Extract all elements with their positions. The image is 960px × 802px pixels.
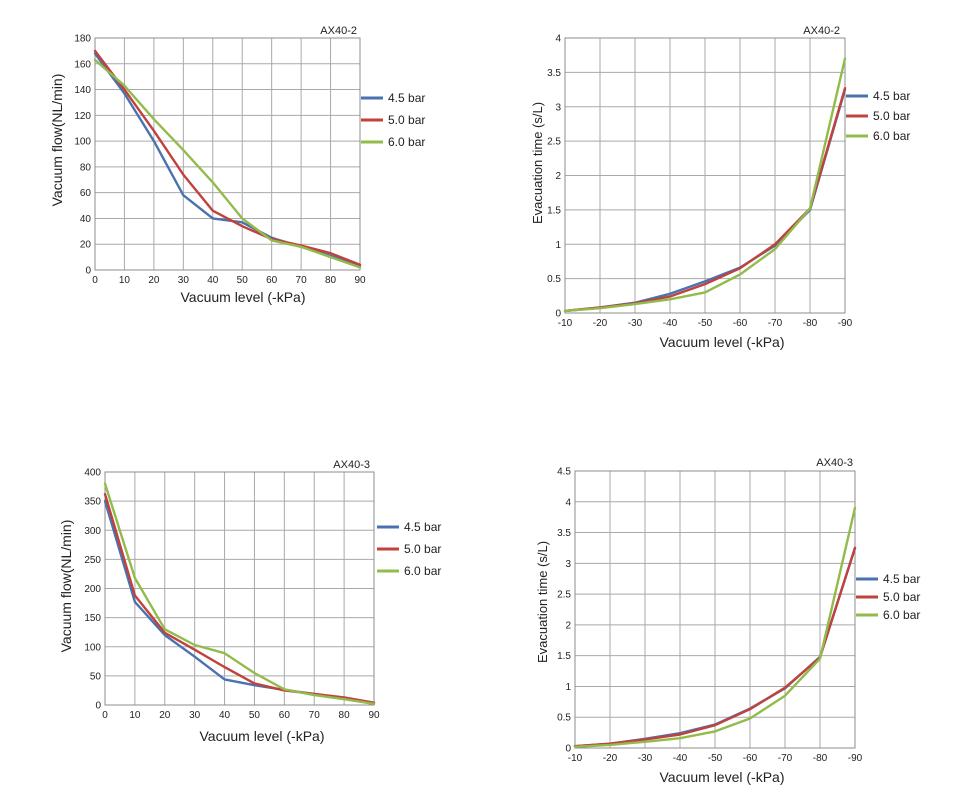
- plot-frame: [94, 37, 361, 271]
- y-tick-label: 60: [80, 188, 92, 199]
- y-tick-label: 100: [74, 137, 91, 148]
- series-line-6-0-bar: [93, 58, 362, 269]
- y-axis-label: Vacuum flow(NL/min): [49, 74, 65, 207]
- y-tick-label: 20: [80, 240, 92, 251]
- series-line-4-5-bar: [93, 52, 362, 268]
- y-tick-label: 160: [74, 59, 91, 70]
- y-tick-label: 140: [74, 85, 91, 96]
- y-tick-label: 80: [80, 162, 92, 173]
- x-tick-label: 10: [119, 275, 131, 286]
- x-tick-label: 0: [92, 275, 98, 286]
- y-tick-label: 40: [80, 214, 92, 225]
- legend-label: 6.0 bar: [388, 135, 425, 149]
- x-tick-label: 20: [148, 275, 160, 286]
- y-tick-label: 0: [85, 266, 91, 277]
- x-tick-label: 60: [266, 275, 278, 286]
- x-tick-label: 40: [207, 275, 219, 286]
- x-tick-label: 80: [325, 275, 337, 286]
- x-tick-label: 90: [354, 275, 366, 286]
- y-tick-label: 180: [74, 34, 91, 45]
- grid: [94, 37, 361, 271]
- chart-title: AX40-2: [320, 25, 357, 37]
- x-tick-label: 30: [178, 275, 190, 286]
- y-tick-label: 120: [74, 111, 91, 122]
- legend-label: 5.0 bar: [388, 113, 425, 127]
- x-tick-label: 70: [296, 275, 308, 286]
- x-tick-label: 50: [237, 275, 249, 286]
- legend-label: 4.5 bar: [388, 91, 425, 105]
- x-axis-label: Vacuum level (-kPa): [180, 289, 305, 305]
- series-line-5-0-bar: [93, 49, 362, 266]
